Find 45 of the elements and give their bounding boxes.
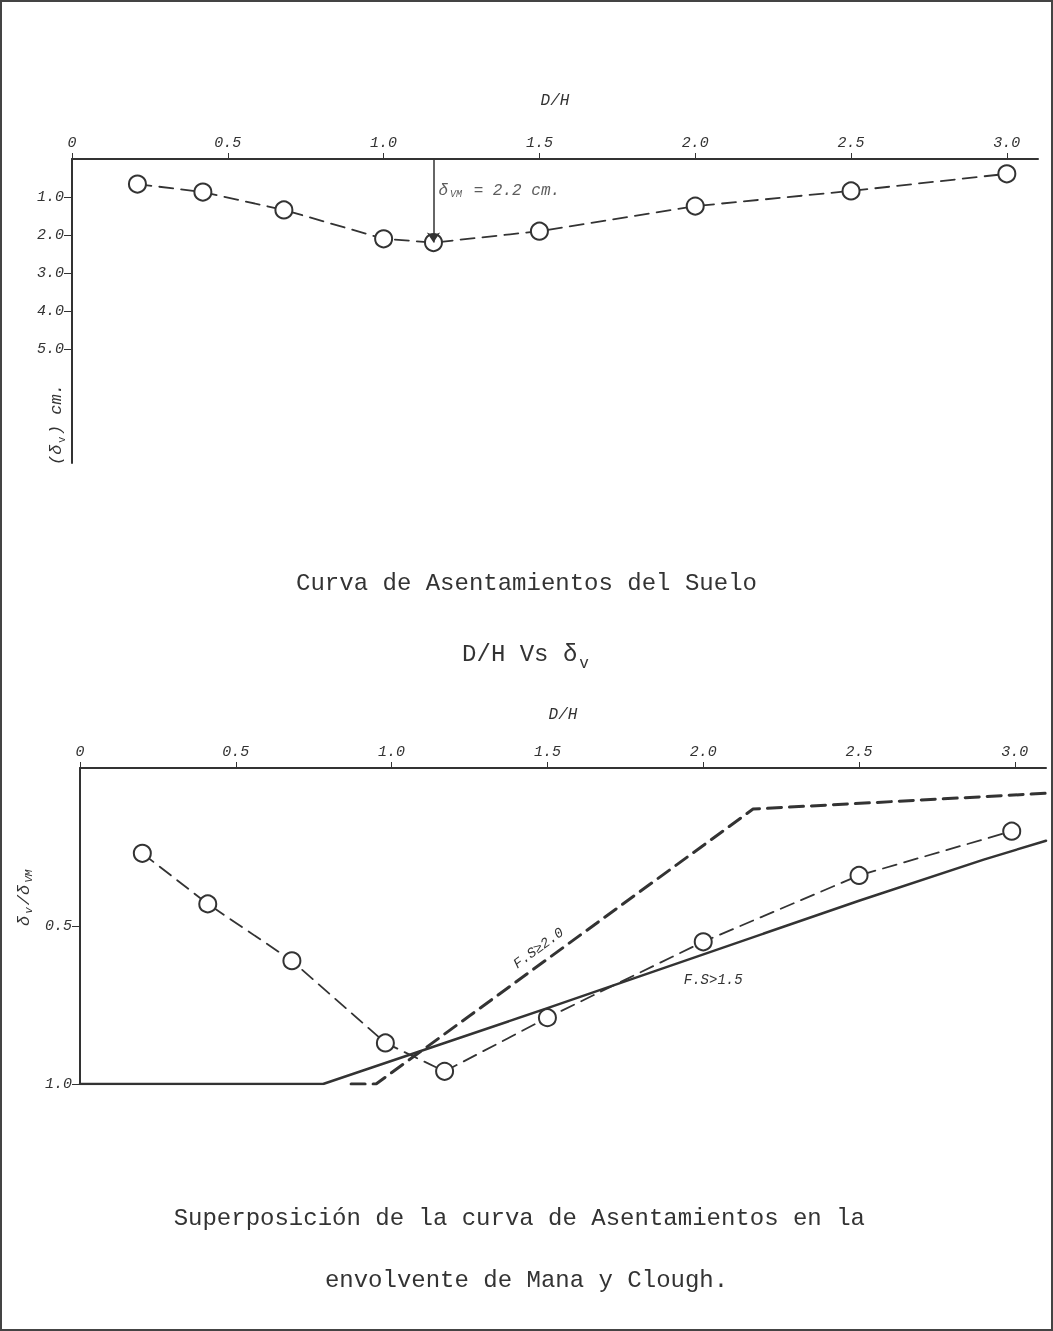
point	[435, 1061, 455, 1081]
x-tick-label: 1.0	[378, 744, 406, 761]
point	[127, 174, 147, 194]
x-tick-label: 3.0	[1001, 744, 1029, 761]
x-tick-label: 0.5	[222, 744, 250, 761]
y-axis-title: (δv) cm.	[47, 384, 67, 465]
point	[997, 164, 1017, 184]
point	[841, 181, 861, 201]
x-axis-title: D/H	[548, 706, 578, 724]
y-tick-label: 0.5	[44, 917, 72, 935]
x-tick-label: 1.5	[533, 744, 561, 761]
x-tick-label: 0.5	[214, 135, 242, 152]
x-tick-label: 2.0	[689, 744, 717, 761]
y-tick-label: 2.0	[36, 226, 64, 244]
point	[193, 182, 213, 202]
y-tick-label: 4.0	[36, 302, 64, 320]
point	[132, 843, 152, 863]
y-tick-label: 3.0	[36, 264, 64, 282]
x-tick-label: 2.0	[681, 135, 709, 152]
x-tick-label: 1.0	[370, 135, 398, 152]
point	[685, 196, 705, 216]
x-tick-label: 0	[67, 135, 77, 152]
point	[1002, 821, 1022, 841]
y-tick-label: 5.0	[36, 340, 64, 358]
y-axis-title: δv/δVM	[15, 869, 35, 926]
point	[529, 221, 549, 241]
series-label: F.S>1.5	[683, 972, 744, 989]
point	[282, 951, 302, 971]
x-axis-title: D/H	[540, 92, 570, 110]
x-tick-label: 2.5	[837, 135, 865, 152]
x-tick-label: 0	[75, 744, 85, 761]
chart-title: Superposición de la curva de Asentamientos en la envolvente de Mana y Clough.	[173, 1204, 865, 1294]
y-tick-label: 1.0	[36, 188, 64, 206]
x-tick-label: 3.0	[993, 135, 1021, 152]
y-tick-label: 1.0	[44, 1075, 72, 1093]
point	[693, 932, 713, 952]
point	[849, 865, 869, 885]
text: Curva de Asentamientos del Suelo	[296, 569, 757, 597]
x-tick-label: 1.5	[525, 135, 553, 152]
point	[375, 1033, 395, 1053]
point	[374, 229, 394, 249]
x-tick-label: 2.5	[845, 744, 873, 761]
point	[274, 200, 294, 220]
point	[198, 894, 218, 914]
point	[537, 1008, 557, 1028]
